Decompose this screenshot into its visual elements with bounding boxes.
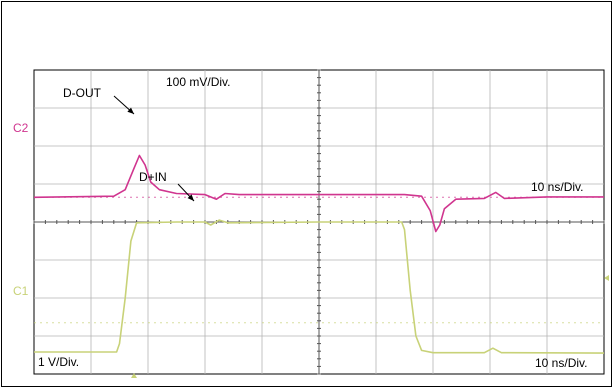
c1-time-label: 10 ns/Div. (535, 356, 588, 370)
trigger-level-marker (604, 275, 609, 281)
traces (33, 154, 605, 354)
d-out-arrow-head (127, 107, 134, 114)
d-out-annotation: D-OUT (63, 86, 101, 100)
trigger-position-marker (131, 373, 137, 378)
annotation-arrows (113, 95, 195, 202)
trace-c2 (33, 154, 604, 233)
trace-c1 (34, 219, 605, 354)
d-in-annotation: D+IN (139, 170, 167, 184)
c1-scale-label: 1 V/Div. (38, 355, 80, 369)
c2-scale-label: 100 mV/Div. (166, 75, 231, 89)
channel-c1-label: C1 (13, 284, 29, 298)
d-in-arrow-head (187, 194, 194, 201)
channel-c2-label: C2 (13, 121, 29, 135)
trigger-markers (131, 275, 609, 378)
c2-time-label: 10 ns/Div. (531, 180, 584, 194)
